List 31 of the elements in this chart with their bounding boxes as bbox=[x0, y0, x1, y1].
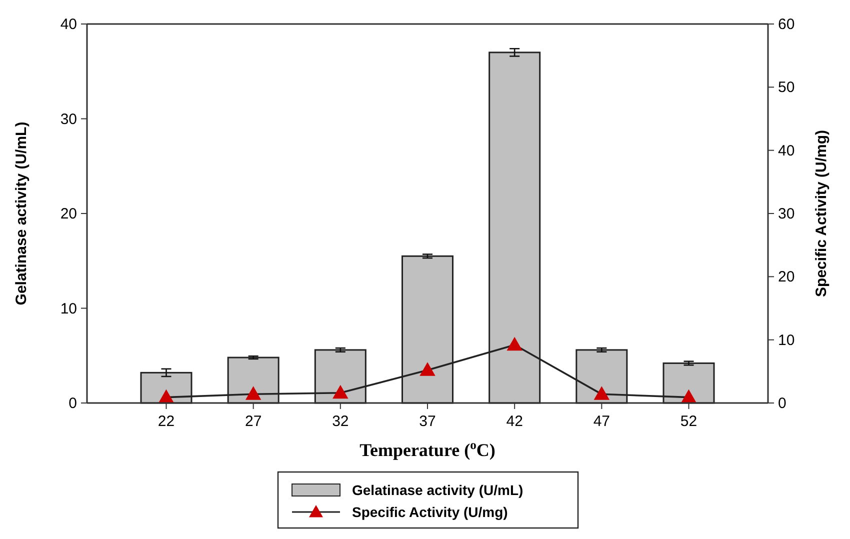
y-tick-label: 0 bbox=[68, 395, 77, 412]
y2-tick-label: 20 bbox=[778, 268, 795, 286]
y2-tick-label: 30 bbox=[778, 206, 795, 222]
x-tick-label: 27 bbox=[244, 413, 262, 430]
y-tick-label: 30 bbox=[60, 110, 77, 128]
x-tick-label: 37 bbox=[419, 413, 436, 430]
x-tick-label: 32 bbox=[332, 413, 349, 430]
point bbox=[507, 337, 522, 351]
y2-tick-label: 40 bbox=[778, 142, 795, 160]
x-tick-label: 52 bbox=[680, 413, 698, 430]
point bbox=[681, 390, 696, 404]
y2-tick-label: 60 bbox=[778, 16, 795, 33]
point bbox=[332, 385, 348, 399]
legend-label: Specific Activity (U/mg) bbox=[352, 504, 508, 520]
x-tick-label: 47 bbox=[593, 413, 610, 430]
point bbox=[594, 386, 610, 400]
y-axis-title: Gelatinase activity (U/mL) bbox=[13, 122, 30, 306]
x-tick-label: 42 bbox=[506, 413, 523, 430]
point bbox=[246, 386, 261, 400]
y-tick-label: 10 bbox=[60, 300, 77, 318]
y2-tick-label: 10 bbox=[778, 332, 795, 349]
y-tick-label: 20 bbox=[60, 206, 77, 222]
legend-label: Gelatinase activity (U/mL) bbox=[352, 482, 524, 498]
y2-tick-label: 0 bbox=[778, 395, 786, 412]
point bbox=[158, 390, 174, 404]
y2-tick-label: 50 bbox=[778, 79, 795, 96]
point bbox=[420, 362, 435, 376]
x-tick-label: 22 bbox=[158, 413, 175, 430]
y2-axis-title: Specific Activity (U/mg) bbox=[813, 130, 830, 297]
y-tick-label: 40 bbox=[60, 16, 77, 33]
x-axis-title: Temperature ($^{o}$C) bbox=[360, 438, 496, 460]
